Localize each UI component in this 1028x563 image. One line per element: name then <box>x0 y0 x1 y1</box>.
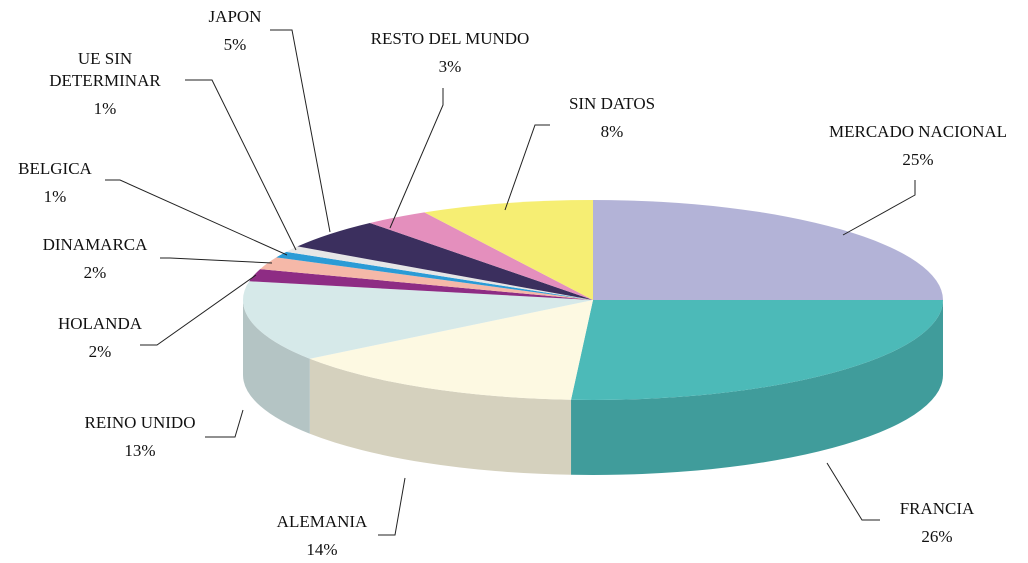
leader-line <box>504 124 550 211</box>
slice <box>249 269 593 300</box>
slice <box>424 200 593 300</box>
leader-line <box>185 79 297 251</box>
slice-label: DINAMARCA <box>43 235 149 254</box>
slice <box>297 222 593 300</box>
leader-line <box>270 29 331 233</box>
slice-label: FRANCIA <box>900 499 975 518</box>
slice-value-label: 3% <box>439 57 462 76</box>
slice <box>593 200 943 300</box>
leader-line <box>205 409 244 438</box>
slice <box>369 212 593 300</box>
slice-label: UE SIN DETERMINAR <box>49 49 161 90</box>
slice-label: RESTO DEL MUNDO <box>371 29 530 48</box>
slice-side <box>571 300 943 475</box>
leader-line <box>378 477 406 536</box>
slice-value-label: 1% <box>44 187 67 206</box>
leader-line <box>160 257 273 264</box>
slice-value-label: 2% <box>84 263 107 282</box>
slice <box>286 246 593 300</box>
slice-label: ALEMANIA <box>277 512 368 531</box>
slice-side <box>309 358 572 475</box>
slice-label: HOLANDA <box>58 314 143 333</box>
slice <box>309 300 593 400</box>
slice-label: MERCADO NACIONAL <box>829 122 1007 141</box>
slice-value-label: 5% <box>224 35 247 54</box>
slice-value-label: 8% <box>601 122 624 141</box>
leader-line <box>105 179 288 256</box>
slice-value-label: 26% <box>921 527 952 546</box>
slice-label: REINO UNIDO <box>85 413 196 432</box>
leader-line <box>826 462 880 521</box>
slice-value-label: 2% <box>89 342 112 361</box>
slice-label: JAPON <box>209 7 262 26</box>
slice-value-label: 14% <box>306 540 337 559</box>
leader-line <box>842 180 916 236</box>
slice <box>276 251 593 300</box>
slice <box>571 300 943 400</box>
slice-label: BELGICA <box>18 159 92 178</box>
slice-value-label: 1% <box>94 99 117 118</box>
leader-line <box>389 88 444 229</box>
slice-side <box>243 300 310 434</box>
slice <box>242 281 593 359</box>
slice-label: SIN DATOS <box>569 94 655 113</box>
slice-value-label: 25% <box>902 150 933 169</box>
leader-line <box>140 274 257 346</box>
slice-value-label: 13% <box>124 441 155 460</box>
slice <box>260 257 593 300</box>
